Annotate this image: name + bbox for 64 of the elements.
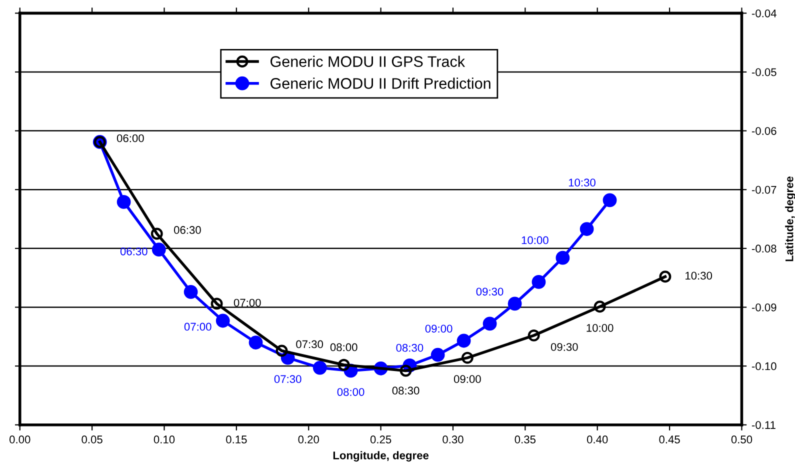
- legend-label: Generic MODU II Drift Prediction: [270, 78, 490, 89]
- x-tick-label: 0.45: [659, 436, 680, 444]
- annotation: 08:00: [337, 388, 364, 396]
- y-tick-label: -0.08: [752, 244, 776, 253]
- y-tick-label: -0.09: [752, 303, 776, 312]
- annotation: 10:30: [568, 178, 596, 187]
- annotation: 10:30: [686, 272, 712, 280]
- point: [248, 336, 263, 350]
- point: [184, 284, 198, 299]
- annotation: 09:00: [425, 324, 452, 333]
- annotation: 09:00: [454, 375, 481, 384]
- point: [461, 352, 474, 364]
- point: [150, 228, 163, 240]
- point: [338, 358, 350, 371]
- point: [152, 242, 166, 257]
- annotation: 08:30: [396, 344, 424, 352]
- point: [659, 270, 672, 283]
- annotation: 10:00: [522, 236, 548, 244]
- point: [276, 344, 288, 357]
- x-tick-label: 0.20: [298, 436, 319, 444]
- annotation: 08:00: [330, 343, 358, 352]
- annotation: 07:30: [274, 375, 302, 384]
- point: [602, 193, 617, 208]
- x-tick-label: 0.30: [442, 436, 464, 444]
- legend-label: Generic MODU II GPS Track: [270, 56, 466, 67]
- annotation: 08:30: [392, 386, 420, 395]
- annotation: 06:30: [174, 226, 201, 234]
- point: [556, 250, 570, 265]
- x-tick-label: 0.10: [154, 436, 175, 444]
- y-tick-label: -0.11: [752, 421, 776, 429]
- point: [400, 364, 412, 377]
- point: [508, 296, 522, 311]
- y-tick-label: -0.06: [752, 127, 776, 135]
- x-tick-label: 0.15: [226, 436, 247, 444]
- y-tick-label: -0.04: [752, 9, 776, 18]
- point: [482, 316, 497, 331]
- x-tick-label: 0.00: [9, 436, 30, 444]
- point: [430, 348, 445, 362]
- point: [532, 274, 546, 289]
- annotation: 09:30: [550, 343, 578, 351]
- y-tick-label: -0.10: [752, 362, 776, 370]
- x-tick-label: 0.05: [82, 436, 102, 444]
- annotation: 07:00: [234, 298, 261, 307]
- point: [312, 360, 327, 375]
- point: [580, 222, 594, 236]
- annotation: 07:30: [296, 340, 324, 348]
- x-tick-label: 0.25: [370, 436, 392, 444]
- x-axis-title: Longitude, degree: [333, 451, 429, 462]
- annotation: 06:30: [120, 247, 148, 256]
- annotation: 10:00: [586, 324, 614, 332]
- x-tick-label: 0.35: [514, 436, 536, 444]
- x-tick-label: 0.50: [731, 436, 752, 444]
- annotation: 07:00: [184, 322, 212, 331]
- point: [210, 298, 223, 310]
- point: [456, 334, 471, 348]
- point: [216, 314, 230, 328]
- point: [594, 300, 606, 313]
- annotation: 06:00: [116, 134, 144, 142]
- y-tick-label: -0.07: [752, 186, 776, 194]
- y-tick-label: -0.05: [752, 68, 776, 76]
- point: [116, 195, 131, 209]
- point: [528, 329, 540, 342]
- annotation: 09:30: [476, 288, 504, 296]
- x-tick-label: 0.40: [586, 436, 608, 444]
